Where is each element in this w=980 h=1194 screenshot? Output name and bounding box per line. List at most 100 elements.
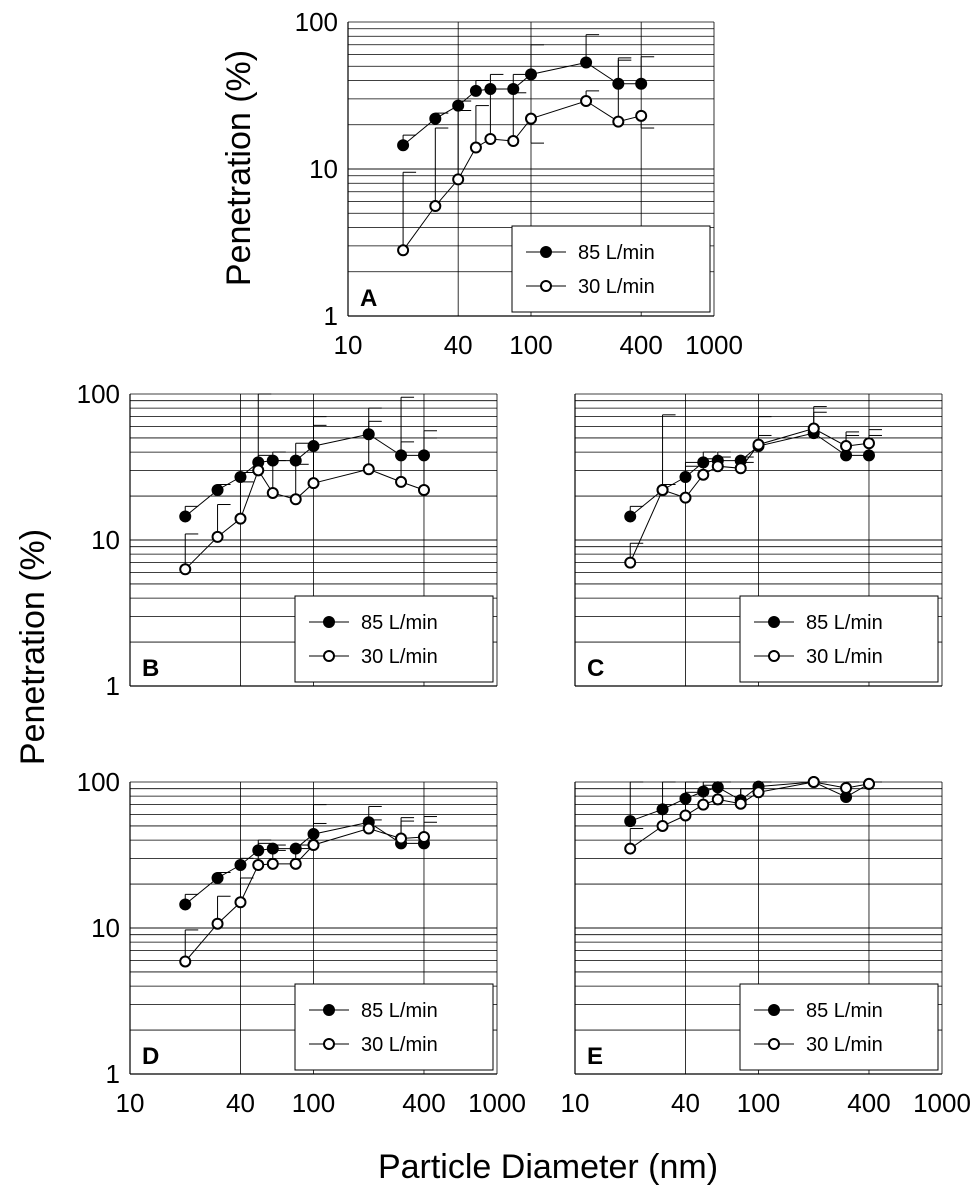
y-tick-label: 100 xyxy=(295,7,338,37)
panel-label: E xyxy=(587,1043,603,1070)
point-85 xyxy=(179,510,192,523)
point-30 xyxy=(266,486,279,499)
point-85 xyxy=(624,510,637,523)
point-85 xyxy=(307,440,320,453)
point-30 xyxy=(469,141,482,154)
legend-label: 85 L/min xyxy=(806,1000,883,1022)
legend-label: 85 L/min xyxy=(578,242,655,264)
legend-marker-85 xyxy=(768,1004,780,1016)
point-30 xyxy=(734,462,747,475)
series-line-30 xyxy=(184,827,425,962)
series-line-30 xyxy=(629,781,870,850)
legend-label: 85 L/min xyxy=(361,1000,438,1022)
y-tick-label: 1 xyxy=(106,671,120,701)
y-tick-label: 100 xyxy=(77,767,120,797)
point-85 xyxy=(397,139,410,152)
legend-marker-85 xyxy=(323,1004,335,1016)
legend-marker-85 xyxy=(768,616,780,628)
y-tick-label: 1 xyxy=(106,1059,120,1089)
legend-label: 85 L/min xyxy=(806,612,883,634)
point-30 xyxy=(734,797,747,810)
point-30 xyxy=(656,819,669,832)
series-line-85 xyxy=(184,821,424,905)
legend-label: 30 L/min xyxy=(361,646,438,668)
point-30 xyxy=(697,468,710,481)
legend-box xyxy=(739,983,939,1071)
point-85 xyxy=(656,803,669,816)
point-85 xyxy=(266,842,279,855)
point-85 xyxy=(862,449,875,462)
point-85 xyxy=(362,428,375,441)
point-30 xyxy=(234,512,247,525)
x-tick-label: 40 xyxy=(671,1088,700,1118)
point-30 xyxy=(252,859,265,872)
series-line-30 xyxy=(184,468,425,570)
y-tick-label: 10 xyxy=(91,525,120,555)
point-85 xyxy=(507,83,520,96)
point-30 xyxy=(807,422,820,435)
point-30 xyxy=(417,831,430,844)
point-85 xyxy=(679,471,692,484)
x-tick-label: 10 xyxy=(334,330,363,360)
panel-label: B xyxy=(142,655,159,682)
y-tick-label: 10 xyxy=(91,913,120,943)
legend-marker-30 xyxy=(323,650,335,662)
point-30 xyxy=(211,530,224,543)
point-30 xyxy=(679,491,692,504)
point-30 xyxy=(397,244,410,257)
legend-marker-30 xyxy=(323,1038,335,1050)
y-tick-label: 10 xyxy=(309,154,338,184)
point-30 xyxy=(307,477,320,490)
point-30 xyxy=(711,460,724,473)
y-tick-label: 100 xyxy=(77,379,120,409)
x-tick-label: 1000 xyxy=(685,330,743,360)
point-30 xyxy=(234,896,247,909)
point-30 xyxy=(289,493,302,506)
point-30 xyxy=(752,438,765,451)
point-30 xyxy=(624,842,637,855)
point-85 xyxy=(469,84,482,97)
point-30 xyxy=(862,437,875,450)
point-85 xyxy=(289,454,302,467)
x-tick-label: 10 xyxy=(561,1088,590,1118)
x-tick-label: 100 xyxy=(509,330,552,360)
point-30 xyxy=(307,839,320,852)
panel-label: A xyxy=(360,285,377,312)
x-tick-label: 400 xyxy=(847,1088,890,1118)
point-30 xyxy=(580,95,593,108)
point-30 xyxy=(635,109,648,122)
panel-b: 1 10 100 85 L/min 30 L/min B xyxy=(77,379,498,701)
point-85 xyxy=(525,68,537,81)
legend-label: 30 L/min xyxy=(361,1034,438,1056)
point-30 xyxy=(507,135,520,148)
point-30 xyxy=(452,173,465,186)
x-tick-label: 40 xyxy=(226,1088,255,1118)
point-85 xyxy=(179,898,192,911)
legend-box xyxy=(739,595,939,683)
point-85 xyxy=(234,859,247,872)
point-85 xyxy=(289,842,302,855)
point-85 xyxy=(635,77,648,90)
series-line-85 xyxy=(629,432,869,517)
legend-marker-85 xyxy=(323,616,335,628)
point-30 xyxy=(252,464,265,477)
legend-marker-85 xyxy=(540,246,552,258)
point-85 xyxy=(452,99,465,112)
panel-label: D xyxy=(142,1043,159,1070)
x-tick-label: 100 xyxy=(292,1088,335,1118)
point-85 xyxy=(580,56,593,69)
point-30 xyxy=(266,857,279,870)
point-85 xyxy=(211,872,224,885)
x-tick-label: 100 xyxy=(737,1088,780,1118)
point-30 xyxy=(362,463,375,476)
point-30 xyxy=(752,786,765,799)
legend-label: 30 L/min xyxy=(578,276,655,298)
point-30 xyxy=(484,132,497,145)
point-85 xyxy=(612,77,625,90)
series-line-85 xyxy=(184,433,424,517)
point-30 xyxy=(417,484,430,497)
y-axis-title-top: Penetration (%) xyxy=(220,50,258,286)
x-tick-label: 10 xyxy=(116,1088,145,1118)
